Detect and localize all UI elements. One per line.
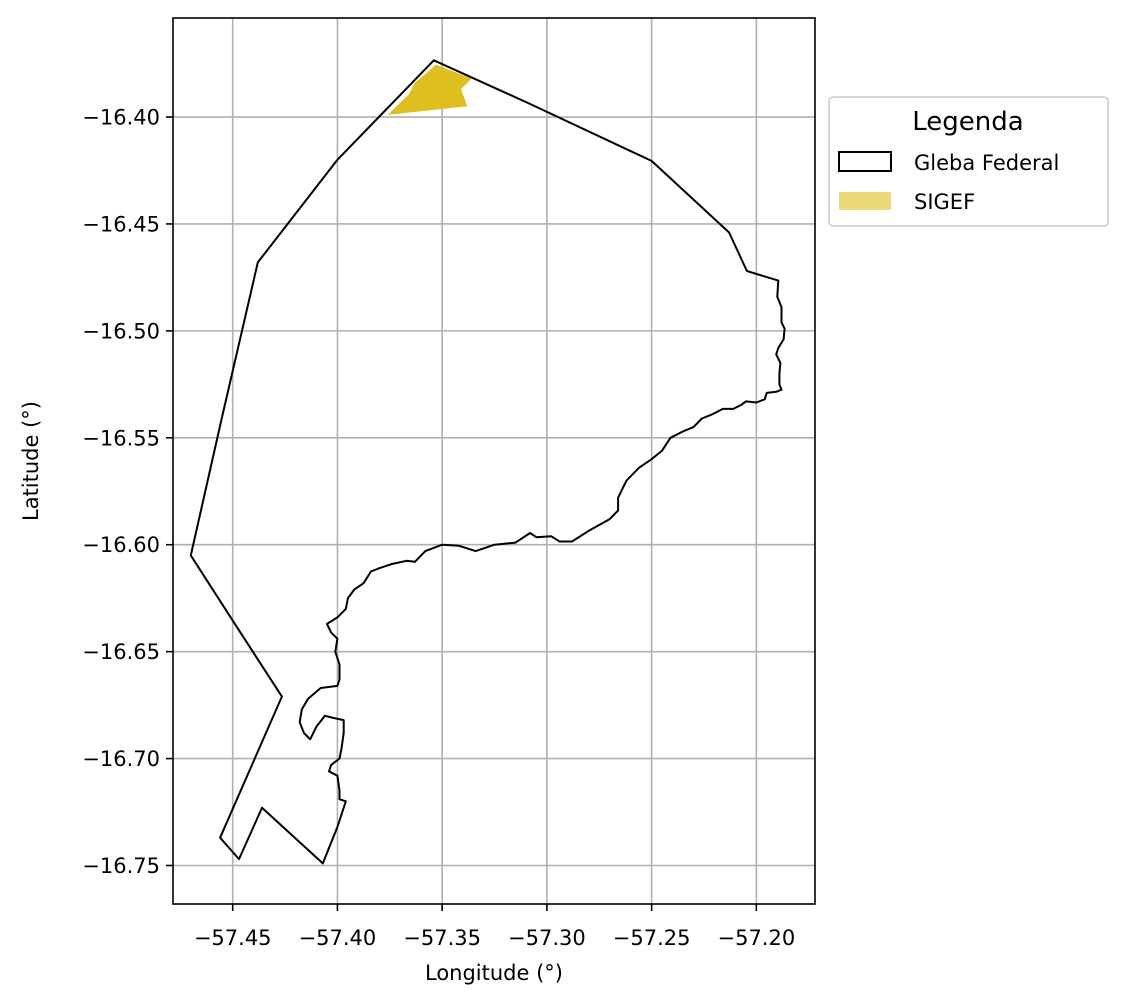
legend-box [828, 96, 1109, 227]
x-tick-label: −57.20 [717, 926, 795, 950]
x-tick-label: −57.35 [403, 926, 481, 950]
legend-label-sigef: SIGEF [914, 190, 975, 214]
x-tick-label: −57.40 [299, 926, 377, 950]
y-tick-label: −16.70 [82, 747, 160, 771]
plot-frame [172, 17, 816, 905]
y-tick-label: −16.75 [82, 854, 160, 878]
y-tick-label: −16.40 [82, 106, 160, 130]
sigef-polygon [387, 64, 472, 115]
axis-ticks: −57.45 −57.40 −57.35 −57.30 −57.25 −57.20 −16.… [82, 106, 795, 950]
legend: Legenda Gleba Federal SIGEF [828, 96, 1109, 227]
y-tick-label: −16.50 [82, 319, 160, 343]
y-tick-label: −16.60 [82, 533, 160, 557]
legend-swatch-gleba-federal [838, 151, 892, 172]
y-tick-label: −16.65 [82, 640, 160, 664]
y-tick-label: −16.45 [82, 212, 160, 236]
x-tick-label: −57.30 [508, 926, 586, 950]
y-tick-label: −16.55 [82, 426, 160, 450]
y-axis-label: Latitude (°) [19, 401, 43, 521]
x-tick-label: −57.45 [194, 926, 272, 950]
x-axis-label: Longitude (°) [425, 961, 563, 985]
x-tick-label: −57.25 [613, 926, 691, 950]
map-layers [189, 59, 786, 865]
gleba-federal-boundary [189, 59, 786, 865]
legend-title: Legenda [912, 107, 1023, 137]
legend-swatch-sigef [839, 192, 891, 210]
legend-label-gleba-federal: Gleba Federal [914, 151, 1059, 175]
